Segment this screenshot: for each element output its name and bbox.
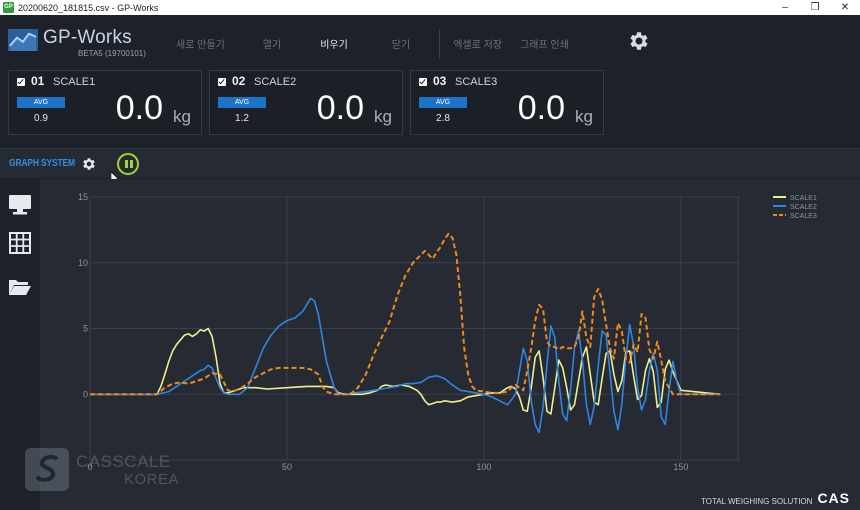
minimize-icon[interactable]: – — [782, 2, 788, 13]
graph-area: 0 50 100 150 0 5 10 15 SCALE1 SCALE2 SCALE3 — [40, 179, 860, 510]
menu-open[interactable]: 열기 — [262, 40, 282, 51]
chart-logo-icon — [8, 29, 38, 51]
scale-name: SCALE1 — [53, 76, 96, 88]
avg-value: 1.2 — [235, 113, 249, 124]
app-icon: GP — [3, 2, 14, 13]
y-tick-label: 10 — [78, 258, 88, 268]
gear-icon[interactable] — [81, 156, 97, 172]
scale-number: 02 — [232, 74, 246, 88]
avg-value: 0.9 — [34, 113, 48, 124]
menu-print-graph[interactable]: 그래프 인쇄 — [519, 40, 569, 51]
weight-value: 0.0 — [517, 89, 565, 127]
avg-badge: AVG — [17, 97, 65, 108]
close-icon[interactable]: ✕ — [840, 2, 850, 13]
restore-icon[interactable]: ❐ — [810, 2, 820, 13]
menu-save-excel[interactable]: 엑셀로 저장 — [453, 40, 502, 51]
menu-clear[interactable]: 비우기 — [320, 40, 348, 51]
scale3-checkbox[interactable] — [419, 78, 427, 86]
y-tick-label: 5 — [83, 324, 88, 334]
app-logo-text: GP-Works — [43, 27, 132, 48]
graph-system-title: GRAPH SYSTEM — [9, 158, 75, 169]
x-tick-label: 150 — [673, 462, 688, 472]
weight-unit: kg — [173, 107, 191, 126]
graph-toolbar: GRAPH SYSTEM — [0, 148, 860, 178]
scale-card-1: 01 SCALE1 AVG 0.9 0.0 kg — [8, 70, 202, 135]
footer: TOTAL WEIGHING SOLUTION CAS — [701, 490, 850, 506]
folder-open-icon[interactable] — [8, 276, 32, 298]
series-line-scale2 — [90, 297, 721, 434]
app-header: GP-Works BETA5 (19700101) 새로 만들기 열기 비우기 … — [0, 15, 860, 67]
casscale-watermark: CASSCALE KOREA — [24, 447, 184, 492]
scale2-checkbox[interactable] — [218, 78, 226, 86]
series-line-scale1 — [90, 327, 721, 415]
legend-label: SCALE1 — [790, 195, 817, 202]
scale-card-2: 02 SCALE2 AVG 1.2 0.0 kg — [209, 70, 403, 135]
menu-close[interactable]: 닫기 — [391, 40, 411, 51]
line-chart[interactable]: 0 50 100 150 0 5 10 15 SCALE1 SCALE2 SCALE3 — [40, 179, 860, 510]
window-title: 20200620_181815.csv - GP-Works — [18, 2, 159, 13]
scale-card-3: 03 SCALE3 AVG 2.8 0.0 kg — [410, 70, 604, 135]
footer-brand: CAS — [817, 490, 850, 506]
weight-unit: kg — [374, 107, 392, 126]
table-icon[interactable] — [8, 232, 32, 254]
menu-separator — [439, 29, 440, 59]
legend-label: SCALE2 — [790, 204, 817, 211]
scale-name: SCALE2 — [254, 76, 297, 88]
avg-value: 2.8 — [436, 113, 450, 124]
sidebar — [0, 179, 40, 510]
y-tick-label: 0 — [83, 389, 88, 399]
scale-number: 01 — [31, 74, 45, 88]
series-line-scale3 — [90, 232, 721, 396]
weight-value: 0.0 — [316, 89, 364, 127]
y-tick-label: 15 — [78, 192, 88, 202]
x-tick-label: 100 — [476, 462, 491, 472]
avg-badge: AVG — [419, 97, 467, 108]
watermark-line2: KOREA — [124, 471, 180, 488]
weight-unit: kg — [575, 107, 593, 126]
main-menu: 새로 만들기 열기 비우기 닫기 엑셀로 저장 그래프 인쇄 — [176, 29, 569, 59]
footer-tagline: TOTAL WEIGHING SOLUTION — [701, 497, 813, 506]
menu-new[interactable]: 새로 만들기 — [176, 40, 225, 51]
cas-logo-mark-icon — [25, 448, 69, 491]
gear-icon[interactable] — [627, 29, 651, 53]
window-titlebar: GP 20200620_181815.csv - GP-Works – ❐ ✕ — [0, 0, 860, 15]
scale-number: 03 — [433, 74, 447, 88]
monitor-icon[interactable] — [8, 194, 32, 216]
avg-badge: AVG — [218, 97, 266, 108]
x-tick-label: 50 — [282, 462, 292, 472]
app-version: BETA5 (19700101) — [78, 49, 146, 58]
x-tick-label: 0 — [87, 462, 92, 472]
scale-name: SCALE3 — [455, 76, 498, 88]
watermark-line1: CASSCALE — [76, 452, 171, 471]
legend-label: SCALE3 — [790, 213, 817, 220]
scale1-checkbox[interactable] — [17, 78, 25, 86]
pause-icon[interactable] — [117, 153, 139, 175]
weight-value: 0.0 — [115, 89, 163, 127]
